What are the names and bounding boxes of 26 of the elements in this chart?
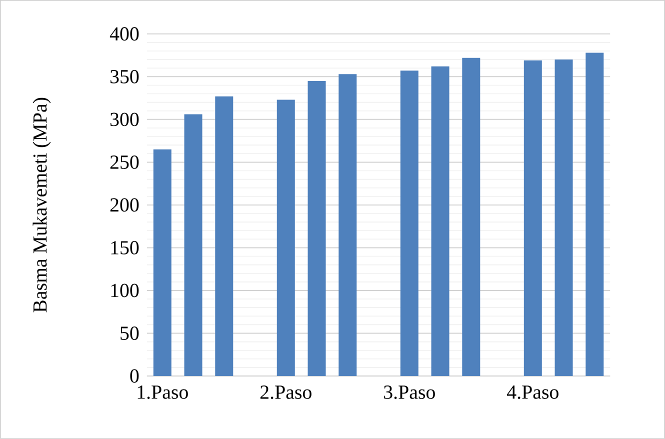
y-tick-label: 0 xyxy=(130,369,139,383)
y-tick-label: 350 xyxy=(110,70,139,84)
bar xyxy=(184,114,202,376)
y-tick-label: 100 xyxy=(111,284,139,298)
y-tick-label: 400 xyxy=(110,27,139,41)
x-tick-label: 2.Paso xyxy=(260,386,312,400)
bar xyxy=(338,74,357,376)
bar xyxy=(554,60,573,376)
y-tick-label: 300 xyxy=(110,112,139,126)
bar xyxy=(276,100,295,376)
bar xyxy=(153,149,172,376)
x-tick-label: 3.Paso xyxy=(384,386,435,400)
bar xyxy=(400,70,418,376)
y-axis-title: Basma Mukavemeti (MPa) xyxy=(32,98,51,312)
bar xyxy=(524,60,542,376)
bar xyxy=(215,96,234,376)
y-tick-label: 250 xyxy=(110,155,139,169)
bar xyxy=(462,58,480,376)
x-tick-label: 1.Paso xyxy=(138,386,188,399)
bar xyxy=(308,80,326,376)
bar xyxy=(586,52,604,376)
y-tick-label: 200 xyxy=(110,198,139,212)
bar xyxy=(431,66,450,376)
y-tick-label: 150 xyxy=(111,241,139,254)
x-tick-label: 4.Paso xyxy=(506,386,558,399)
y-tick-label: 50 xyxy=(120,326,139,340)
